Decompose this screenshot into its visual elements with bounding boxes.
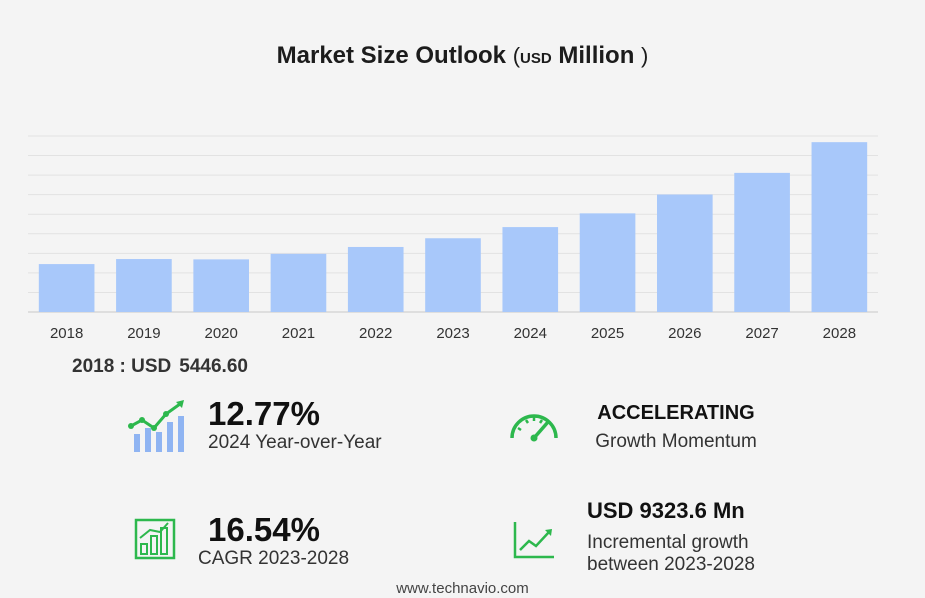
title-unit: Million (558, 42, 635, 69)
summary-value: 5446.60 (179, 356, 248, 377)
title-unit-prefix: USD (520, 50, 552, 67)
x-tick-label-2019: 2019 (127, 325, 160, 342)
incremental-line1: Incremental growth (587, 532, 749, 553)
x-tick-label-2021: 2021 (282, 325, 315, 342)
cagr-value: 16.54% (208, 511, 320, 548)
yoy-label: 2024 Year-over-Year (208, 432, 382, 454)
x-tick-label-2024: 2024 (514, 325, 547, 342)
momentum-label: Growth Momentum (595, 431, 757, 452)
base-year-summary: 2018 : USD 5446.60 (72, 356, 248, 378)
bar-chart: 2018 2019 2020 2021 2022 2023 2024 2025 2026 2027… (28, 135, 878, 342)
yoy-metric: 12.77% 2024 Year-over-Year (208, 395, 382, 454)
x-tick-label-2023: 2023 (436, 325, 469, 342)
bar-2024 (502, 227, 559, 312)
bar-chart-icon (134, 518, 176, 560)
incremental-line2: between 2023-2028 (587, 554, 755, 575)
bar-2019 (116, 259, 172, 312)
gauge-icon (510, 414, 558, 442)
chart-title: Market Size Outlook (USD Million ) (0, 42, 925, 70)
momentum-metric: ACCELERATING Growth Momentum (576, 402, 776, 453)
bar-2027 (734, 172, 790, 312)
x-tick-label-2018: 2018 (50, 325, 83, 342)
footer-url[interactable]: www.technavio.com (396, 580, 529, 597)
x-tick-label-2028: 2028 (823, 325, 856, 342)
x-tick-label-2026: 2026 (668, 325, 701, 342)
bar-2026 (657, 194, 713, 312)
bar-2018 (38, 264, 95, 312)
bar-line-icon (128, 400, 184, 452)
momentum-value: ACCELERATING (597, 402, 755, 424)
bar-2025 (579, 213, 636, 312)
x-tick-label-2020: 2020 (204, 325, 237, 342)
title-paren-close: ) (641, 43, 649, 68)
yoy-value: 12.77% (208, 395, 320, 432)
incremental-value: USD 9323.6 Mn (587, 498, 745, 523)
trend-line-icon (513, 522, 554, 559)
cagr-label: CAGR 2023-2028 (198, 548, 350, 570)
bar-2028 (811, 142, 868, 312)
x-tick-label-2025: 2025 (591, 325, 624, 342)
x-tick-label-2027: 2027 (745, 325, 778, 342)
bar-2023 (425, 238, 481, 312)
title-text: Market Size Outlook (276, 42, 507, 69)
title-paren-open: ( (512, 43, 521, 68)
x-tick-label-2022: 2022 (359, 325, 392, 342)
bar-2021 (270, 253, 327, 312)
bar-2020 (193, 259, 249, 312)
cagr-metric: 16.54% CAGR 2023-2028 (198, 511, 350, 570)
incremental-metric: USD 9323.6 Mn Incremental growth between… (587, 498, 755, 576)
bar-2022 (347, 246, 404, 312)
summary-label: 2018 : USD (72, 356, 172, 377)
